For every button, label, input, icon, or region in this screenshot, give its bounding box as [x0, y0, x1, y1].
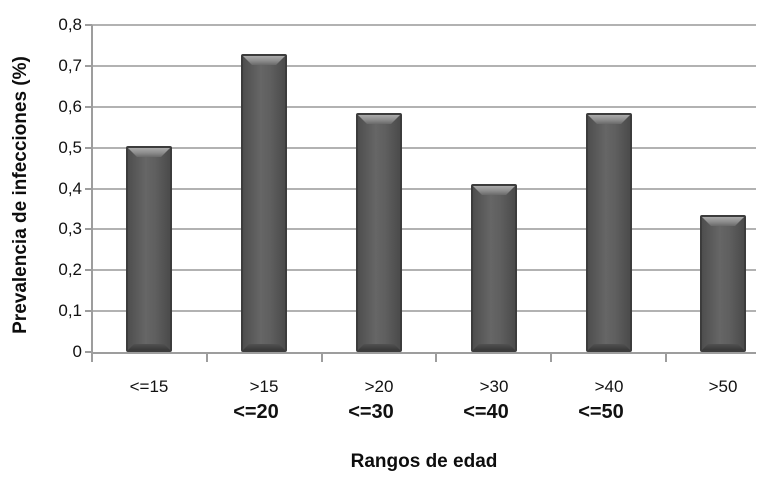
y-tick-label: 0	[72, 342, 82, 361]
gridline	[92, 65, 756, 67]
x-tick-label-line2: <=20	[233, 401, 279, 423]
x-tick-label: <=15	[129, 377, 169, 396]
bar-4	[471, 184, 517, 352]
y-axis-tick	[85, 147, 92, 149]
x-axis-line	[92, 352, 756, 354]
x-axis-tick	[550, 354, 552, 362]
y-axis-tick	[85, 188, 92, 190]
gridline	[92, 310, 756, 312]
x-axis-tick	[665, 354, 667, 362]
y-axis-tick	[85, 310, 92, 312]
bar-2	[241, 54, 287, 352]
x-tick-label: >50	[708, 377, 738, 396]
y-axis-tick	[85, 24, 92, 26]
bar-1	[126, 146, 172, 352]
x-axis-tick	[206, 354, 208, 362]
y-axis-tick	[85, 269, 92, 271]
bar-6	[700, 215, 746, 352]
x-tick-label: >40	[594, 377, 624, 396]
x-tick-label: >30	[479, 377, 509, 396]
y-axis-tick	[85, 228, 92, 230]
gridline	[92, 24, 756, 26]
y-tick-label: 0,7	[58, 56, 82, 75]
bar-3	[356, 113, 402, 352]
x-tick-label-line2: <=50	[578, 401, 624, 423]
bar-5	[586, 113, 632, 352]
gridline	[92, 147, 756, 149]
x-tick-label-line2: <=30	[348, 401, 394, 423]
y-tick-label: 0,6	[58, 97, 82, 116]
gridline	[92, 106, 756, 108]
y-tick-label: 0,1	[58, 301, 82, 320]
y-tick-label: 0,2	[58, 260, 82, 279]
y-tick-label: 0,4	[58, 179, 82, 198]
gridline	[92, 269, 756, 271]
y-axis-tick	[85, 106, 92, 108]
y-axis-line	[91, 25, 93, 354]
gridline	[92, 228, 756, 230]
y-tick-label: 0,5	[58, 138, 82, 157]
y-axis-tick	[85, 351, 92, 353]
x-tick-label: >15	[249, 377, 279, 396]
y-axis-tick	[85, 65, 92, 67]
x-axis-tick	[91, 354, 93, 362]
gridline	[92, 188, 756, 190]
x-axis-tick	[435, 354, 437, 362]
y-tick-label: 0,3	[58, 219, 82, 238]
x-axis-tick	[321, 354, 323, 362]
x-tick-label: >20	[364, 377, 394, 396]
x-axis-title: Rangos de edad	[350, 451, 498, 472]
y-tick-label: 0,8	[58, 15, 82, 34]
y-axis-title-text: Prevalencia de infecciones (%)	[10, 56, 31, 334]
x-tick-label-line2: <=40	[463, 401, 509, 423]
